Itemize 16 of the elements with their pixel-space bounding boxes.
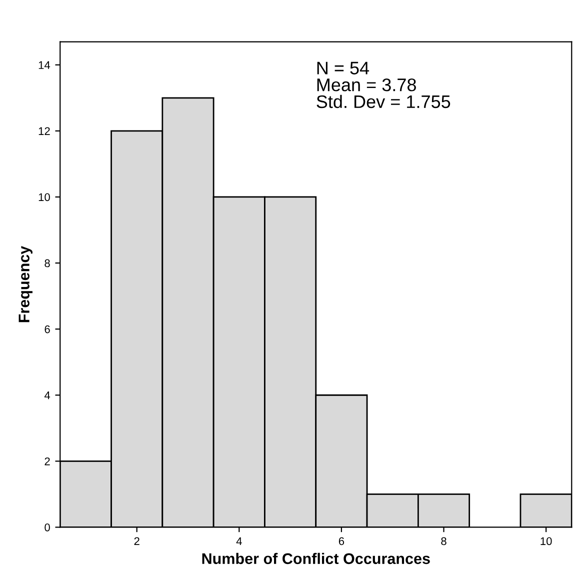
x-tick-label: 6 [338, 537, 344, 546]
x-axis-title: Number of Conflict Occurances [202, 552, 430, 564]
x-tick-label: 4 [236, 537, 242, 545]
y-tick-label: 6 [44, 325, 50, 334]
y-axis-title: Frequency [18, 246, 32, 322]
x-tick-label: 2 [134, 537, 140, 545]
x-tick-label: 8 [441, 537, 446, 546]
y-tick-label: 0 [44, 523, 50, 532]
y-tick-label: 10 [38, 193, 50, 202]
y-tick-label: 2 [44, 457, 50, 466]
y-tick-label: 4 [44, 392, 50, 400]
x-tick-label: 10 [540, 537, 552, 546]
y-tick-label: 12 [38, 127, 50, 135]
annotation: N = 54 Mean = 3.78 Std. Dev = 1.755 [316, 62, 450, 108]
y-tick-label: 14 [38, 61, 50, 69]
y-tick-label: 8 [44, 259, 50, 268]
